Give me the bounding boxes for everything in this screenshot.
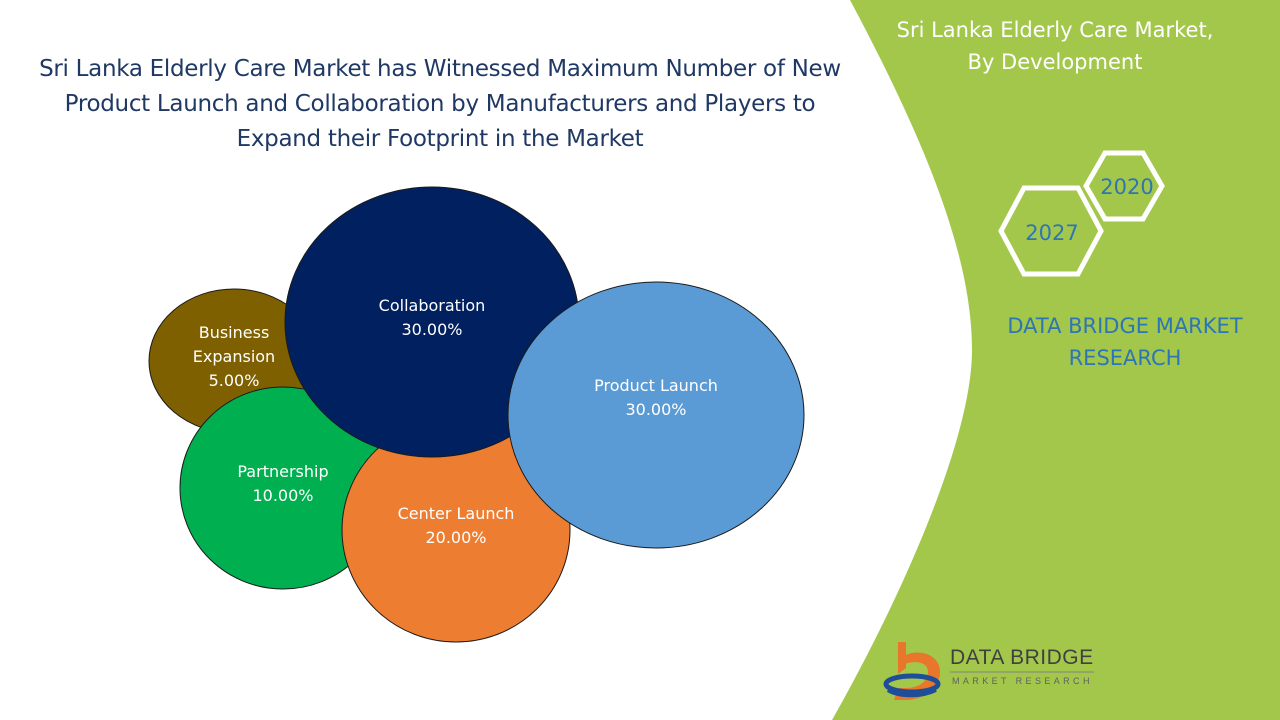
bubble-label-collaboration: Collaboration	[379, 296, 486, 315]
bubble-label-center-launch: Center Launch	[398, 504, 515, 523]
bubble-label-product-launch: Product Launch	[594, 376, 718, 395]
logo-wordmark: DATA BRIDGE	[950, 646, 1094, 669]
bubble-chart: Business Expansion 5.00% Partnership 10.00% C…	[148, 186, 805, 643]
bubble-label-business-expansion: Expansion	[193, 347, 275, 366]
year-2027-label: 2027	[1025, 221, 1078, 245]
bubble-product-launch	[507, 281, 805, 549]
bubble-label-business-expansion: Business	[199, 323, 270, 342]
hexagon-2020	[1083, 150, 1165, 222]
green-side-panel	[832, 0, 1280, 720]
bubble-value-center-launch: 20.00%	[425, 528, 486, 547]
bubble-value-product-launch: 30.00%	[625, 400, 686, 419]
chart-headline: Sri Lanka Elderly Care Market has Witnes…	[39, 56, 841, 152]
panel-title-line-1: Sri Lanka Elderly Care Market,	[896, 18, 1214, 42]
panel-title-line-2: By Development	[967, 50, 1143, 74]
brand-name: DATA BRIDGE MARKET RESEARCH	[975, 310, 1275, 374]
year-2020-label: 2020	[1100, 175, 1153, 199]
bubble-label-partnership: Partnership	[237, 462, 328, 481]
logo-tagline: MARKET RESEARCH	[952, 676, 1093, 686]
brand-name-line-1: DATA BRIDGE MARKET	[1007, 314, 1243, 338]
bubble-value-partnership: 10.00%	[252, 486, 313, 505]
brand-name-line-2: RESEARCH	[1068, 346, 1182, 370]
logo-mark-icon	[883, 642, 941, 700]
bubble-value-business-expansion: 5.00%	[209, 371, 260, 390]
panel-title: Sri Lanka Elderly Care Market, By Develo…	[880, 14, 1230, 78]
bubble-value-collaboration: 30.00%	[401, 320, 462, 339]
hexagon-2027	[998, 185, 1104, 277]
